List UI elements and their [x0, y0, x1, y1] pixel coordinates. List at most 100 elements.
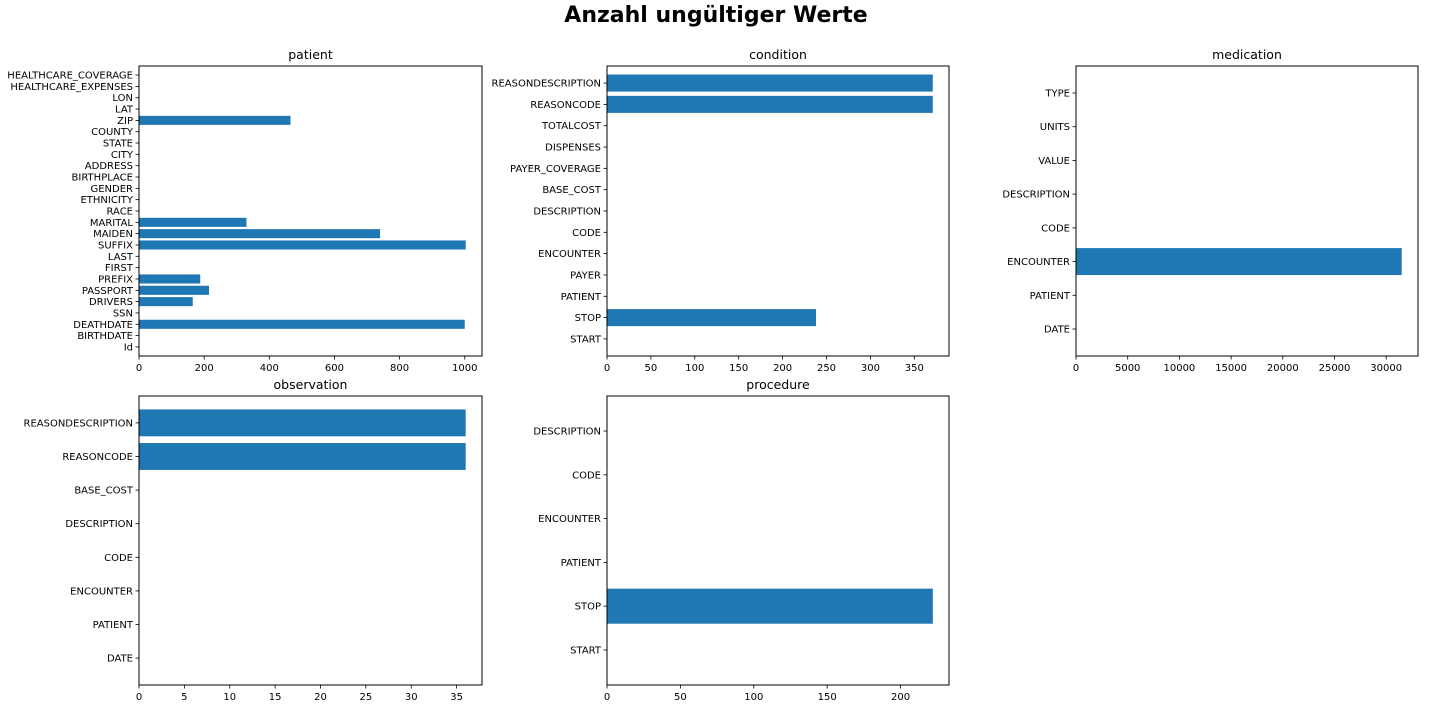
chart-panel-observation: DATE PATIENT ENCOUNTER CODE DESCRIPTION BASE_… — [24, 377, 483, 703]
xtick-label: 300 — [861, 363, 880, 374]
ytick-label: VALUE — [1038, 156, 1070, 167]
chart-panel-medication: DATE PATIENT ENCOUNTER CODE DESCRIPTION VALUE… — [1002, 47, 1419, 374]
ytick-label: TYPE — [1044, 88, 1070, 99]
xtick-label: 150 — [818, 692, 837, 703]
xtick-label: 30 — [405, 692, 418, 703]
ytick-label: MARITAL — [90, 218, 134, 229]
figure-title: Anzahl ungültiger Werte — [564, 3, 868, 28]
bar-condition-reasoncode — [607, 95, 933, 113]
ytick-label: BASE_COST — [74, 486, 134, 497]
bar-observation-reasoncode — [139, 443, 466, 470]
ytick-label: PATIENT — [561, 292, 602, 303]
ytick-label: DATE — [1044, 325, 1070, 336]
ytick-label: DRIVERS — [89, 297, 133, 308]
ytick-label: BIRTHPLACE — [72, 173, 133, 184]
bar-patient-suffix — [139, 240, 466, 250]
ytick-label: ZIP — [117, 116, 133, 127]
ytick-label: CODE — [572, 470, 601, 481]
chart-panel-condition: START STOP PATIENT PAYER ENCOUNTER CODE DESCRI… — [492, 47, 950, 374]
ytick-label: Id — [124, 342, 133, 353]
ytick-label: LON — [112, 93, 133, 104]
chart-panel-patient: IdBIRTHDATEDEATHDATESSNDRIVERSPASSPORTPR… — [7, 47, 483, 374]
ytick-label: ENCOUNTER — [70, 586, 133, 597]
xtick-label: 20000 — [1267, 363, 1299, 374]
ytick-label: HEALTHCARE_EXPENSES — [10, 82, 133, 93]
xtick-label: 35 — [450, 692, 463, 703]
ytick-label: DESCRIPTION — [1002, 190, 1070, 201]
xtick-label: 15000 — [1215, 363, 1247, 374]
xtick-label: 0 — [1073, 363, 1079, 374]
ytick-label: ADDRESS — [85, 161, 133, 172]
ytick-label: MAIDEN — [93, 229, 133, 240]
plot-frame-observation — [138, 395, 483, 686]
xtick-label: 25 — [359, 692, 372, 703]
ytick-label: REASONCODE — [62, 452, 133, 463]
ytick-label: UNITS — [1040, 122, 1070, 133]
xtick-label: 25000 — [1319, 363, 1351, 374]
ytick-label: DEATHDATE — [73, 320, 133, 331]
bar-patient-prefix — [139, 274, 201, 284]
xtick-label: 50 — [645, 363, 658, 374]
xtick-label: 0 — [604, 363, 610, 374]
ytick-label: STATE — [103, 139, 133, 150]
panel-title-patient: patient — [288, 47, 333, 62]
ytick-label: REASONCODE — [530, 100, 601, 111]
xtick-label: 10 — [223, 692, 236, 703]
ytick-label: LAT — [115, 105, 134, 116]
xtick-label: 0 — [136, 692, 142, 703]
ytick-label: SSN — [113, 308, 133, 319]
ytick-label: HEALTHCARE_COVERAGE — [7, 71, 133, 82]
ytick-label: PATIENT — [93, 620, 134, 631]
ytick-label: START — [570, 645, 602, 656]
ytick-label: GENDER — [90, 184, 133, 195]
xtick-label: 200 — [773, 363, 792, 374]
ytick-label: STOP — [575, 602, 601, 613]
ytick-label: TOTALCOST — [541, 121, 602, 132]
ytick-label: PATIENT — [561, 558, 602, 569]
chart-panel-procedure: START STOP PATIENT ENCOUNTER CODE DESCRIPTION… — [533, 377, 950, 703]
bar-observation-reasondescription — [139, 409, 466, 437]
ytick-label: ENCOUNTER — [1007, 257, 1070, 268]
xtick-label: 0 — [604, 692, 610, 703]
ytick-label: PATIENT — [1030, 291, 1071, 302]
ytick-label: BASE_COST — [542, 185, 602, 196]
panel-title-medication: medication — [1212, 47, 1282, 62]
ytick-label: RACE — [106, 207, 133, 218]
plot-frame-procedure — [606, 395, 950, 686]
panel-title-observation: observation — [274, 377, 348, 392]
ytick-label: FIRST — [105, 263, 134, 274]
ytick-label: PASSPORT — [82, 286, 134, 297]
ytick-label: DATE — [107, 654, 133, 665]
ytick-label: START — [570, 334, 602, 345]
ytick-label: ENCOUNTER — [538, 514, 601, 525]
ytick-label: ETHNICITY — [80, 195, 133, 206]
bar-condition-reasondescription — [607, 74, 933, 92]
xtick-label: 5 — [181, 692, 187, 703]
panel-title-procedure: procedure — [746, 377, 810, 392]
ytick-label: DESCRIPTION — [533, 427, 601, 438]
panel-title-condition: condition — [749, 47, 807, 62]
ytick-label: REASONDESCRIPTION — [24, 418, 134, 429]
xtick-label: 15 — [269, 692, 282, 703]
xtick-label: 20 — [314, 692, 327, 703]
ytick-label: CODE — [1041, 223, 1070, 234]
xtick-label: 10000 — [1163, 363, 1195, 374]
bar-patient-passport — [139, 285, 210, 295]
plot-frame-patient — [138, 65, 483, 357]
bar-patient-zip — [139, 115, 291, 125]
xtick-label: 0 — [136, 363, 142, 374]
ytick-label: COUNTY — [91, 127, 134, 138]
bar-patient-deathdate — [139, 319, 465, 329]
ytick-label: DESCRIPTION — [65, 519, 133, 530]
ytick-label: PREFIX — [98, 274, 133, 285]
xtick-label: 100 — [744, 692, 763, 703]
xtick-label: 30000 — [1370, 363, 1402, 374]
ytick-label: LAST — [108, 252, 134, 263]
xtick-label: 5000 — [1115, 363, 1140, 374]
bar-patient-marital — [139, 217, 247, 227]
ytick-label: ENCOUNTER — [538, 249, 601, 260]
xtick-label: 250 — [817, 363, 836, 374]
bar-medication-encounter — [1076, 248, 1402, 276]
bar-patient-drivers — [139, 297, 193, 307]
